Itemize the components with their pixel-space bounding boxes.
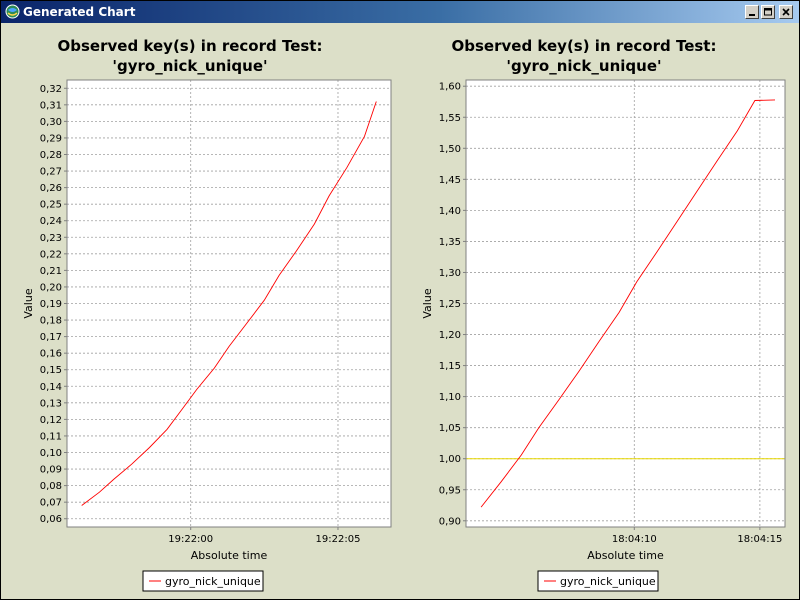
y-tick-label: 0,16 [40,349,62,360]
plot-area [466,80,785,527]
y-tick-label: 0,19 [40,299,62,310]
y-tick-label: 0,18 [40,316,62,327]
minimize-icon [749,14,755,16]
y-tick-label: 0,12 [40,415,62,426]
legend-box [537,570,659,592]
x-tick-label: 19:22:05 [316,534,361,545]
y-tick-label: 1,60 [439,82,461,93]
x-tick-label: 19:22:00 [168,534,213,545]
y-tick-label: 0,11 [40,431,62,442]
y-tick-label: 0,14 [40,382,62,393]
y-tick-label: 0,27 [40,167,62,178]
y-tick-label: 0,22 [40,249,62,260]
maximize-button[interactable] [761,5,775,19]
y-tick-label: 0,90 [439,516,461,527]
y-tick-label: 0,95 [439,485,461,496]
chart-title-line1: Observed key(s) in record Test: [452,37,717,55]
x-tick-label: 18:04:15 [737,534,782,545]
minimize-button[interactable] [745,5,759,19]
window-title: Generated Chart [23,5,136,19]
plot-border [66,79,392,528]
y-tick-label: 0,09 [40,465,62,476]
x-axis-label: Absolute time [587,549,664,562]
maximize-icon [764,8,772,16]
y-tick-label: 1,05 [439,423,461,434]
close-button[interactable] [779,5,793,19]
y-tick-label: 1,20 [439,330,461,341]
chart-title-line2: 'gyro_nick_unique' [506,57,661,75]
y-tick-label: 0,15 [40,365,62,376]
plot-border [465,79,786,528]
y-tick-label: 1,15 [439,361,461,372]
y-tick-label: 0,32 [40,84,62,95]
y-tick-label: 0,20 [40,282,62,293]
y-tick-label: 1,35 [439,237,461,248]
title-bar[interactable]: Generated Chart [1,1,799,23]
chart-title-line1: Observed key(s) in record Test: [58,37,323,55]
y-tick-label: 0,30 [40,117,62,128]
y-tick-label: 1,30 [439,268,461,279]
y-tick-label: 1,40 [439,206,461,217]
y-axis-label: Value [22,288,35,318]
x-tick-label: 18:04:10 [612,534,657,545]
y-tick-label: 0,06 [40,514,62,525]
series-line-gyro-nick-unique [81,101,377,506]
y-axis-label: Value [421,288,434,318]
y-tick-label: 0,24 [40,216,62,227]
y-tick-label: 0,29 [40,133,62,144]
legend: gyro_nick_unique [142,570,264,592]
legend-label: gyro_nick_unique [560,575,656,588]
y-tick-label: 1,10 [439,392,461,403]
y-tick-label: 1,50 [439,144,461,155]
y-tick-label: 1,25 [439,299,461,310]
legend-label: gyro_nick_unique [165,575,261,588]
y-tick-label: 0,07 [40,498,62,509]
series-line-gyro-nick-unique [480,99,776,508]
chart-title-line2: 'gyro_nick_unique' [112,57,267,75]
y-tick-label: 0,31 [40,100,62,111]
y-tick-label: 0,21 [40,266,62,277]
y-tick-label: 0,23 [40,233,62,244]
chart-2: Observed key(s) in record Test: 'gyro_nic… [421,37,786,592]
y-tick-label: 0,28 [40,150,62,161]
y-tick-label: 0,13 [40,398,62,409]
legend: gyro_nick_unique [537,570,659,592]
java-app-icon [5,4,20,19]
close-icon [782,8,790,16]
x-axis-label: Absolute time [191,549,268,562]
y-tick-label: 0,25 [40,200,62,211]
y-tick-label: 1,55 [439,113,461,124]
legend-box [142,570,264,592]
y-tick-label: 1,00 [439,454,461,465]
y-tick-label: 0,17 [40,332,62,343]
y-tick-label: 1,45 [439,175,461,186]
y-tick-label: 0,08 [40,481,62,492]
y-tick-label: 0,26 [40,183,62,194]
y-tick-label: 0,10 [40,448,62,459]
chart-1: Observed key(s) in record Test: 'gyro_nic… [22,37,392,592]
